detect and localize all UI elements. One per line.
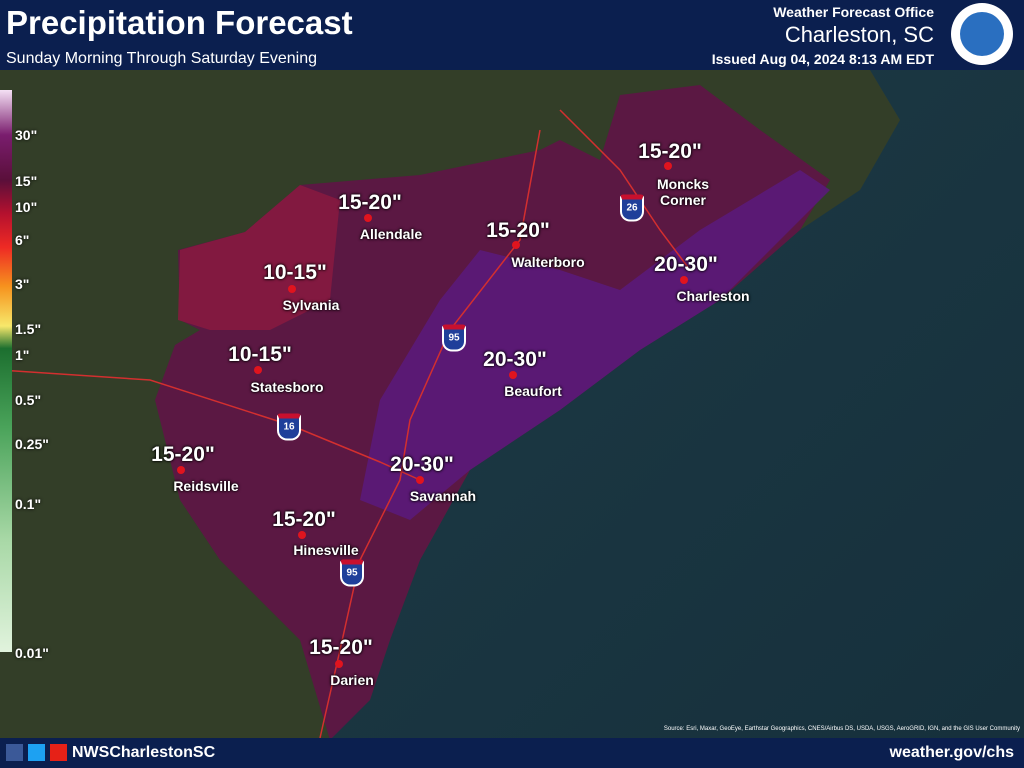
city-name: Savannah <box>409 488 477 504</box>
city-name: Charleston <box>676 288 750 304</box>
precip-area-low <box>178 185 340 330</box>
title: Precipitation Forecast <box>6 4 353 41</box>
website[interactable]: weather.gov/chs <box>889 744 1015 761</box>
header-bar <box>0 0 1024 70</box>
location: Charleston, SC <box>784 22 934 47</box>
city-name: Hinesville <box>293 542 359 558</box>
legend-label: 0.5" <box>15 392 42 408</box>
city-dot <box>509 371 517 379</box>
source: Source: Esri, Maxar, GeoEye, Earthstar G… <box>663 726 1020 732</box>
city-dot <box>177 466 185 474</box>
city-name: Walterboro <box>511 254 585 270</box>
rain-amount: 15-20" <box>338 191 402 214</box>
office: Weather Forecast Office <box>773 4 934 20</box>
legend-label: 1.5" <box>15 321 42 337</box>
city-name: Statesboro <box>250 379 324 395</box>
facebook-icon[interactable] <box>6 744 23 761</box>
legend-scale <box>0 90 12 652</box>
youtube-icon[interactable] <box>50 744 67 761</box>
city-name: Sylvania <box>282 297 340 313</box>
city-name: Darien <box>330 672 374 688</box>
interstate-shield: 95 <box>442 324 466 352</box>
rain-amount: 15-20" <box>638 140 702 163</box>
city-dot <box>335 660 343 668</box>
subtitle: Sunday Morning Through Saturday Evening <box>6 50 318 67</box>
city-dot <box>298 531 306 539</box>
footer-bar <box>0 738 1024 768</box>
interstate-shield: 16 <box>277 413 301 441</box>
legend-label: 6" <box>15 232 30 248</box>
city-dot <box>288 285 296 293</box>
city-dot <box>664 162 672 170</box>
legend-label: 0.25" <box>15 436 49 452</box>
city-dot <box>416 476 424 484</box>
city-name: Allendale <box>359 226 423 242</box>
legend-label: 10" <box>15 199 38 215</box>
rain-amount: 10-15" <box>263 261 327 284</box>
rain-amount: 20-30" <box>654 253 718 276</box>
rain-amount: 20-30" <box>483 348 547 371</box>
legend-label: 0.01" <box>15 645 49 661</box>
rain-amount: 15-20" <box>309 636 373 659</box>
city-dot <box>364 214 372 222</box>
rain-amount: 15-20" <box>151 443 215 466</box>
city-dot <box>680 276 688 284</box>
legend-label: 1" <box>15 347 30 363</box>
city-dot <box>512 241 520 249</box>
legend-label: 30" <box>15 127 38 143</box>
rain-amount: 10-15" <box>228 343 292 366</box>
issued: Issued Aug 04, 2024 8:13 AM EDT <box>711 51 934 67</box>
precip-area-high <box>360 170 830 520</box>
social-handle[interactable]: NWSCharlestonSC <box>72 744 216 761</box>
legend-label: 0.1" <box>15 496 42 512</box>
rain-amount: 15-20" <box>272 508 336 531</box>
legend-label: 3" <box>15 276 30 292</box>
city-name: Reidsville <box>173 478 239 494</box>
city-dot <box>254 366 262 374</box>
interstate-shield: 26 <box>620 194 644 222</box>
legend-label: 15" <box>15 173 38 189</box>
city-name: Beaufort <box>504 383 562 399</box>
rain-amount: 20-30" <box>390 453 454 476</box>
twitter-icon[interactable] <box>28 744 45 761</box>
rain-amount: 15-20" <box>486 219 550 242</box>
interstate-shield: 95 <box>340 559 364 587</box>
nws-logo-inner <box>960 12 1004 56</box>
ocean <box>330 70 1024 738</box>
city-name: Moncks Corner <box>656 176 710 208</box>
